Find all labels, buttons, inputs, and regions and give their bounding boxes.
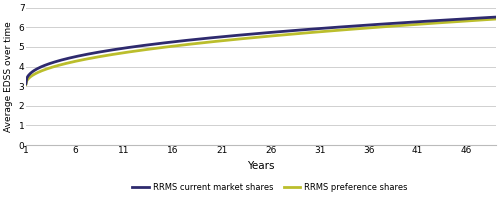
RRMS current market shares xyxy=(482,17,488,19)
RRMS current market shares xyxy=(302,28,308,31)
RRMS current market shares xyxy=(23,83,29,85)
Legend: RRMS current market shares, RRMS preference shares: RRMS current market shares, RRMS prefere… xyxy=(129,179,411,195)
RRMS current market shares xyxy=(493,16,499,18)
Y-axis label: Average EDSS over time: Average EDSS over time xyxy=(4,21,13,132)
RRMS current market shares xyxy=(277,30,283,33)
RRMS current market shares xyxy=(408,21,414,23)
X-axis label: Years: Years xyxy=(247,161,274,171)
RRMS preference shares xyxy=(482,19,488,21)
RRMS preference shares xyxy=(246,37,252,39)
RRMS preference shares xyxy=(493,18,499,20)
RRMS preference shares xyxy=(23,83,29,86)
Line: RRMS current market shares: RRMS current market shares xyxy=(26,17,496,84)
RRMS preference shares xyxy=(249,37,255,39)
RRMS preference shares xyxy=(408,24,414,26)
Line: RRMS preference shares: RRMS preference shares xyxy=(26,19,496,85)
RRMS preference shares xyxy=(277,34,283,36)
RRMS current market shares xyxy=(249,33,255,35)
RRMS current market shares xyxy=(246,33,252,35)
RRMS preference shares xyxy=(302,32,308,34)
